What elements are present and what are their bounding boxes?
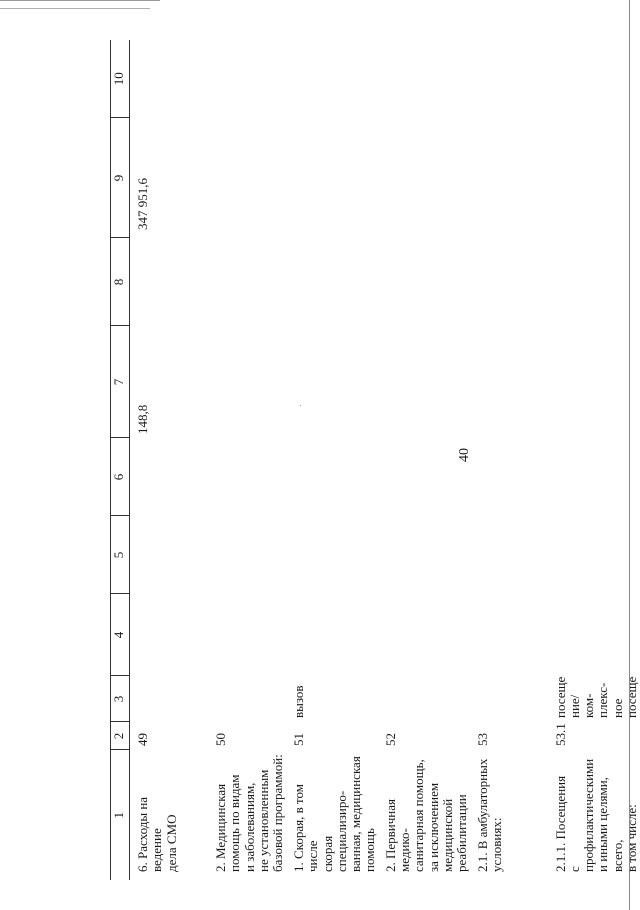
header-cell-5: 5 — [110, 516, 130, 594]
row-unit: посеще- ние/ ком- плекс- ное посеще- ние — [552, 676, 640, 718]
row-code: 50 — [213, 733, 228, 746]
row-col-9: 347 951,6 — [135, 178, 150, 230]
table-row: 2.1. В амбулаторных условиях: 53 — [470, 40, 548, 880]
scan-edge-right — [629, 0, 630, 910]
data-table: 1 2 3 4 5 6 7 8 9 10 6. Расходы на веден… — [110, 40, 640, 880]
scan-speck — [300, 405, 301, 406]
header-cell-4: 4 — [110, 594, 130, 676]
table-row: 1. Скорая, в том числе скорая специализи… — [286, 40, 378, 880]
row-unit: вызов — [291, 685, 306, 718]
row-code: 51 — [291, 733, 306, 746]
header-cell-3: 3 — [110, 676, 130, 722]
table-body: 6. Расходы на ведение дела СМО 49 148,8 … — [130, 40, 640, 880]
table-header: 1 2 3 4 5 6 7 8 9 10 — [110, 40, 130, 880]
row-name: 1. Скорая, в том числе скорая специализи… — [291, 756, 378, 872]
header-cell-7: 7 — [110, 326, 130, 438]
header-row: 1 2 3 4 5 6 7 8 9 10 — [110, 40, 130, 880]
scan-edge-top — [0, 0, 160, 1]
table-row: 2. Первичная медико- санитарная помощь, … — [378, 40, 470, 880]
row-name: 6. Расходы на ведение дела СМО — [135, 796, 179, 872]
table-row: 6. Расходы на ведение дела СМО 49 148,8 … — [130, 40, 209, 880]
header-cell-9: 9 — [110, 118, 130, 238]
table-row: 2.1.1. Посещения с профилактическими и и… — [548, 40, 640, 880]
header-cell-6: 6 — [110, 438, 130, 516]
table-row: 2. Медицинская помощь по видам и заболев… — [208, 40, 286, 880]
row-name: 2.1. В амбулаторных условиях: — [474, 758, 504, 872]
row-code: 53 — [474, 733, 490, 746]
scan-edge-top-inner — [0, 8, 150, 9]
header-cell-10: 10 — [110, 40, 130, 118]
header-cell-1: 1 — [110, 750, 130, 880]
row-name: 2. Медицинская помощь по видам и заболев… — [213, 754, 286, 872]
header-cell-2: 2 — [110, 722, 130, 750]
row-name: 2.1.1. Посещения с профилактическими и и… — [552, 758, 640, 872]
row-col-7: 148,8 — [135, 404, 150, 434]
row-name: 2. Первичная медико- санитарная помощь, … — [382, 759, 470, 872]
row-code: 53.1 — [552, 723, 568, 746]
row-code: 49 — [135, 733, 150, 746]
rotated-table-container: 1 2 3 4 5 6 7 8 9 10 6. Расходы на веден… — [110, 40, 640, 880]
header-cell-8: 8 — [110, 238, 130, 326]
row-code: 52 — [382, 733, 398, 746]
